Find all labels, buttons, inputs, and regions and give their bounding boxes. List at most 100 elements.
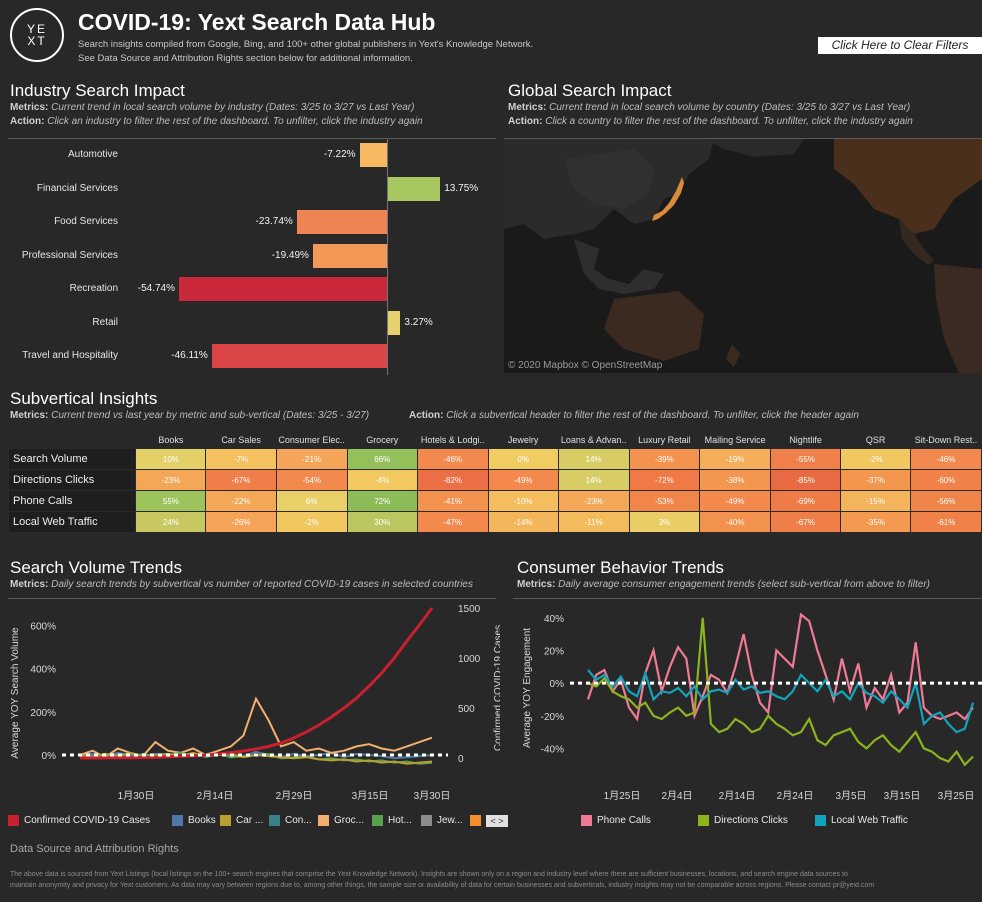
heatmap-cell[interactable]: -38% xyxy=(700,470,771,491)
heatmap-cell[interactable]: -14% xyxy=(488,512,558,533)
industry-value-label: 3.27% xyxy=(404,317,432,328)
heatmap-cell[interactable]: 55% xyxy=(136,491,206,512)
world-map[interactable]: © 2020 Mapbox © OpenStreetMap xyxy=(504,139,982,373)
industry-row-label[interactable]: Automotive xyxy=(6,149,118,160)
heatmap-cell[interactable]: -60% xyxy=(911,470,982,491)
heatmap-cell[interactable]: -49% xyxy=(700,491,771,512)
industry-bar[interactable] xyxy=(388,177,440,201)
subvertical-header[interactable]: Luxury Retail xyxy=(629,432,700,449)
heatmap-cell[interactable]: -46% xyxy=(911,449,982,470)
heatmap-cell[interactable]: -46% xyxy=(417,449,488,470)
x-tick-label: 1月30日 xyxy=(118,790,155,802)
heatmap-cell[interactable]: -67% xyxy=(206,470,276,491)
heatmap-cell[interactable]: -21% xyxy=(276,449,347,470)
heatmap-cell[interactable]: -2% xyxy=(841,449,911,470)
heatmap-cell[interactable]: -56% xyxy=(911,491,982,512)
legend-item[interactable]: Groc... xyxy=(318,815,364,826)
subvertical-header[interactable]: Loans & Advan.. xyxy=(558,432,629,449)
heatmap-cell[interactable]: 0% xyxy=(488,449,558,470)
legend-scroll-arrows[interactable]: < > xyxy=(486,815,508,827)
heatmap-cell[interactable]: -41% xyxy=(417,491,488,512)
heatmap-cell[interactable]: 3% xyxy=(629,512,700,533)
heatmap-cell[interactable]: 24% xyxy=(136,512,206,533)
heatmap-cell[interactable]: 6% xyxy=(276,491,347,512)
heatmap-cell[interactable]: -72% xyxy=(629,470,700,491)
heatmap-cell[interactable]: -40% xyxy=(700,512,771,533)
legend-item[interactable]: Local Web Traffic xyxy=(815,815,908,826)
y-tick-label: -20% xyxy=(541,712,564,723)
heatmap-cell[interactable]: -55% xyxy=(770,449,840,470)
subvertical-header[interactable]: Nightlife xyxy=(770,432,840,449)
subvertical-header[interactable]: QSR xyxy=(841,432,911,449)
industry-bar[interactable] xyxy=(297,210,387,234)
heatmap-cell[interactable]: -15% xyxy=(841,491,911,512)
heatmap-cell[interactable]: 14% xyxy=(558,470,629,491)
industry-value-label: -7.22% xyxy=(310,149,356,160)
heatmap-cell[interactable]: -23% xyxy=(558,491,629,512)
heatmap-cell[interactable]: -85% xyxy=(770,470,840,491)
heatmap-cell[interactable]: -82% xyxy=(417,470,488,491)
heatmap-cell[interactable]: -47% xyxy=(417,512,488,533)
industry-row-label[interactable]: Professional Services xyxy=(6,250,118,261)
heatmap-cell[interactable]: 66% xyxy=(347,449,417,470)
industry-bar[interactable] xyxy=(179,277,387,301)
subvertical-header[interactable]: Mailing Service xyxy=(700,432,771,449)
industry-value-label: -54.74% xyxy=(129,283,175,294)
clear-filters-button[interactable]: Click Here to Clear Filters xyxy=(818,37,982,54)
legend-item[interactable]: Hot... xyxy=(372,815,412,826)
y2-tick-label: 500 xyxy=(458,704,475,715)
industry-bar[interactable] xyxy=(388,311,400,335)
legend-item[interactable] xyxy=(470,815,486,826)
heatmap-cell[interactable]: -61% xyxy=(911,512,982,533)
industry-row-label[interactable]: Retail xyxy=(6,317,118,328)
legend-item[interactable]: Jew... xyxy=(421,815,463,826)
industry-bar[interactable] xyxy=(212,344,387,368)
subvertical-header[interactable]: Books xyxy=(136,432,206,449)
industry-action: Action: Click an industry to filter the … xyxy=(10,115,423,129)
heatmap-cell[interactable]: 14% xyxy=(558,449,629,470)
subvertical-header[interactable]: Sit-Down Rest.. xyxy=(911,432,982,449)
heatmap-cell[interactable]: -67% xyxy=(770,512,840,533)
industry-row-label[interactable]: Recreation xyxy=(6,283,118,294)
subvertical-header[interactable]: Jewelry xyxy=(488,432,558,449)
heatmap-cell[interactable]: -22% xyxy=(206,491,276,512)
heatmap-cell[interactable]: -11% xyxy=(558,512,629,533)
search-volume-chart[interactable]: 600%400%200%0%150010005000Average YOY Se… xyxy=(0,598,500,808)
legend-item[interactable]: Phone Calls xyxy=(581,815,651,826)
industry-row-label[interactable]: Travel and Hospitality xyxy=(6,350,118,361)
heatmap-cell[interactable]: -49% xyxy=(488,470,558,491)
subvertical-header[interactable]: Grocery xyxy=(347,432,417,449)
legend-item[interactable]: Books xyxy=(172,815,216,826)
heatmap-cell[interactable]: -10% xyxy=(488,491,558,512)
industry-row-label[interactable]: Food Services xyxy=(6,216,118,227)
heatmap-cell[interactable]: 72% xyxy=(347,491,417,512)
heatmap-cell[interactable]: -4% xyxy=(347,470,417,491)
heatmap-cell[interactable]: -37% xyxy=(841,470,911,491)
heatmap-cell[interactable]: 30% xyxy=(347,512,417,533)
industry-bar[interactable] xyxy=(313,244,387,268)
legend-item[interactable]: Car ... xyxy=(220,815,263,826)
heatmap-cell[interactable]: -35% xyxy=(841,512,911,533)
heatmap-cell[interactable]: -23% xyxy=(136,470,206,491)
industry-bar[interactable] xyxy=(360,143,387,167)
subvertical-header[interactable]: Hotels & Lodgi.. xyxy=(417,432,488,449)
legend-item[interactable]: Con... xyxy=(269,815,312,826)
legend-item[interactable]: Directions Clicks xyxy=(698,815,788,826)
heatmap-cell[interactable]: -54% xyxy=(276,470,347,491)
y-tick-label: 20% xyxy=(544,646,564,657)
heatmap-cell[interactable]: -7% xyxy=(206,449,276,470)
heatmap-cell[interactable]: -53% xyxy=(629,491,700,512)
heatmap-cell[interactable]: 10% xyxy=(136,449,206,470)
legend-item[interactable]: Confirmed COVID-19 Cases xyxy=(8,815,150,826)
heatmap-cell[interactable]: -39% xyxy=(629,449,700,470)
heatmap-cell[interactable]: -69% xyxy=(770,491,840,512)
heatmap-cell[interactable]: -2% xyxy=(276,512,347,533)
global-action: Action: Click a country to filter the re… xyxy=(508,115,913,129)
subvertical-header[interactable]: Car Sales xyxy=(206,432,276,449)
subvertical-header[interactable]: Consumer Elec.. xyxy=(276,432,347,449)
heatmap-corner xyxy=(9,432,136,449)
heatmap-cell[interactable]: -19% xyxy=(700,449,771,470)
heatmap-cell[interactable]: -26% xyxy=(206,512,276,533)
consumer-behavior-chart[interactable]: 40%20%0%-20%-40%Average YOY Engagement1月… xyxy=(508,598,982,808)
industry-row-label[interactable]: Financial Services xyxy=(6,183,118,194)
